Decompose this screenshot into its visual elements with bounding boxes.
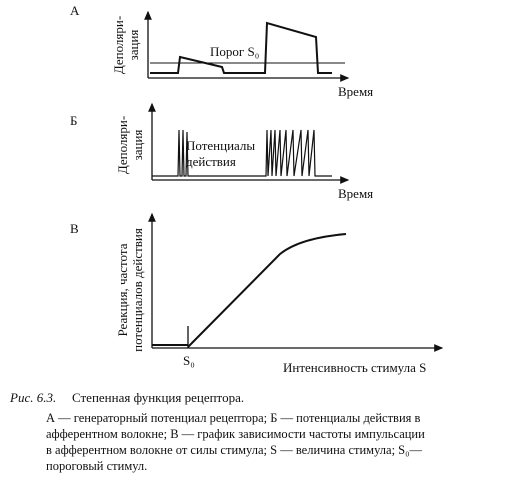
y-label: Деполяри- xyxy=(115,116,130,174)
y-label: зация xyxy=(130,130,145,161)
caption-line: в афферентном волокне от силы стимула; S… xyxy=(46,443,422,457)
y-label: потенциалов действия xyxy=(130,228,145,352)
x-label: Интенсивность стимула S xyxy=(283,360,426,375)
x-label: Время xyxy=(338,186,373,201)
annotation: действия xyxy=(186,154,236,169)
panel-letter: А xyxy=(70,3,80,18)
threshold-label: Порог S₀ xyxy=(210,44,259,59)
y-label: Реакция, частота xyxy=(115,243,130,336)
caption-title: Степенная функция рецептора. xyxy=(72,390,244,405)
response-curve xyxy=(187,233,347,348)
generator-potential xyxy=(150,21,332,74)
action-potentials xyxy=(152,129,332,177)
x-label: Время xyxy=(338,84,373,99)
threshold-label: S₀ xyxy=(183,353,195,368)
caption-line: афферентном волокне; В — график зависимо… xyxy=(46,427,425,441)
annotation: Потенциалы xyxy=(186,138,255,153)
caption-line: А — генераторный потенциал рецептора; Б … xyxy=(46,411,421,425)
panel-letter: В xyxy=(70,221,79,236)
panel-letter: Б xyxy=(70,113,77,128)
y-label: Деполяри- xyxy=(111,16,126,74)
caption-line: пороговый стимул. xyxy=(46,459,147,473)
caption-number: Рис. 6.3. xyxy=(9,390,56,405)
y-label: зация xyxy=(126,30,141,61)
